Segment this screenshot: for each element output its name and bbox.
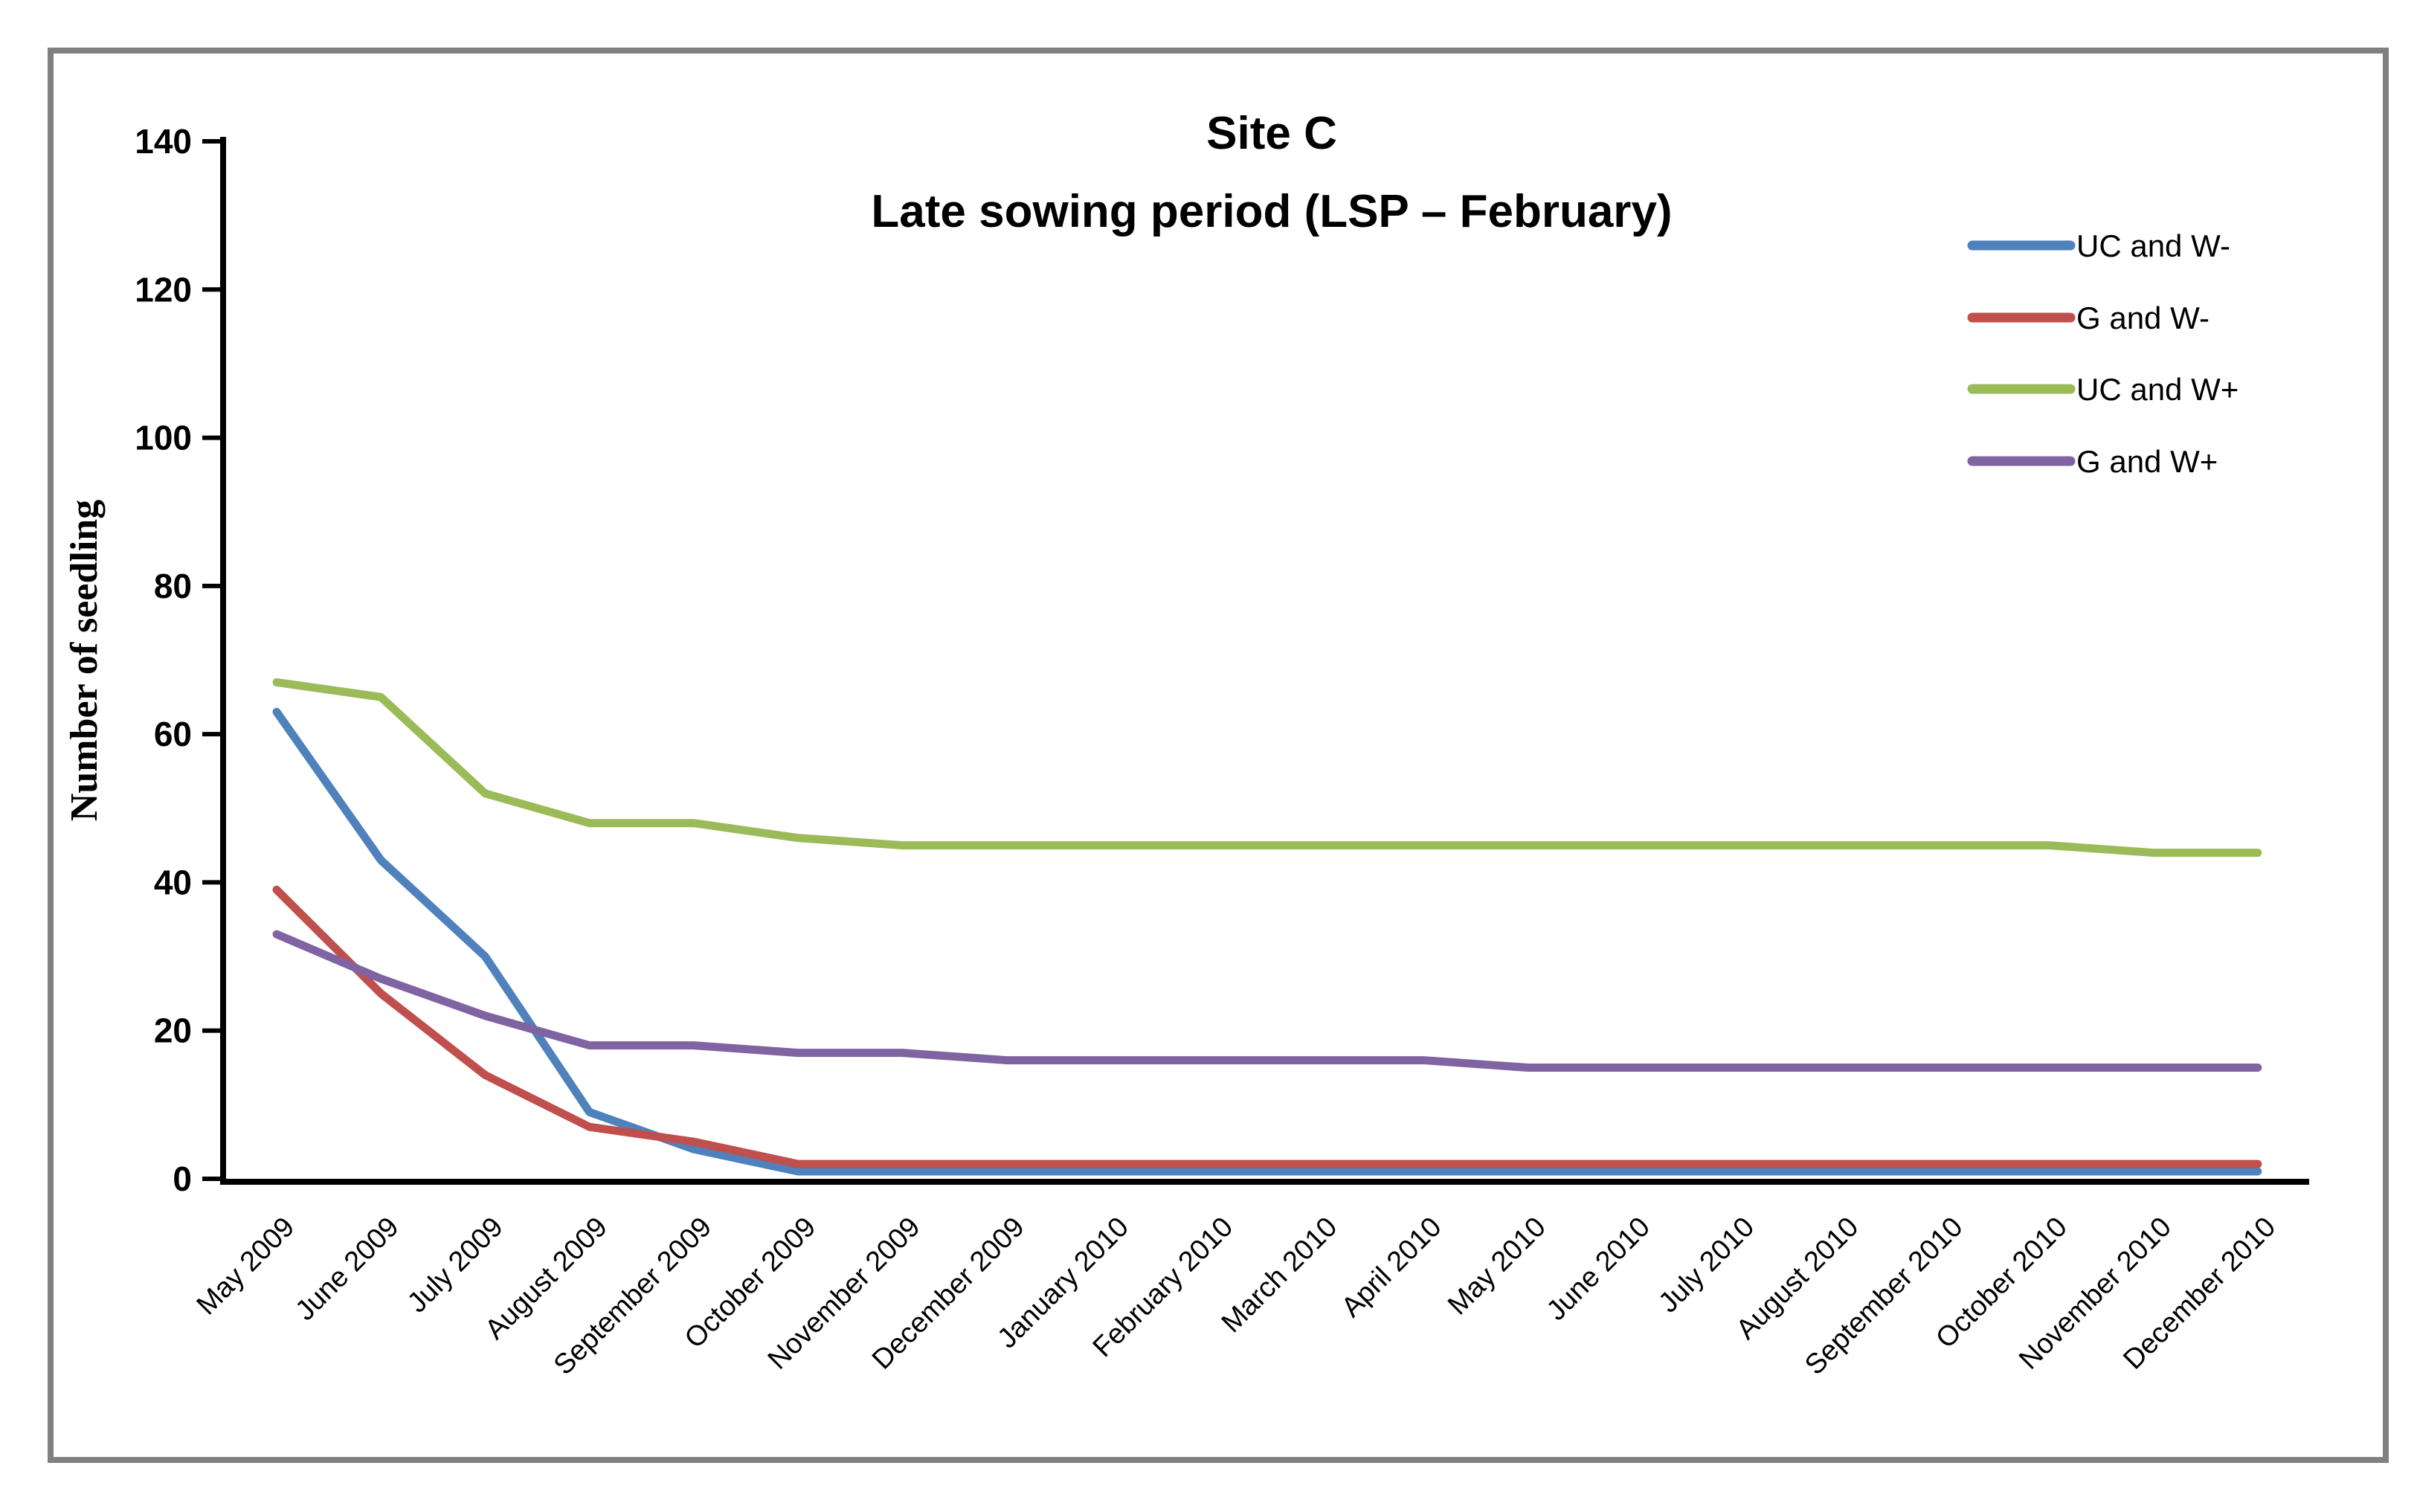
y-tick-label: 40 xyxy=(154,863,192,901)
legend-label-g-and-wplus: G and W+ xyxy=(2076,444,2218,479)
y-axis-ticks: 0 20 40 60 80 100 120 140 xyxy=(135,122,223,1198)
x-tick-label: June 2009 xyxy=(289,1212,405,1327)
y-tick-label: 80 xyxy=(154,567,192,605)
chart-subtitle: Late sowing period (LSP – February) xyxy=(871,186,1672,237)
y-tick-label: 140 xyxy=(135,122,192,161)
legend-label-g-and-wminus: G and W- xyxy=(2076,300,2210,335)
axes xyxy=(220,137,2309,1185)
legend: UC and W- G and W- UC and W+ G and W+ xyxy=(1967,228,2239,479)
series-lines xyxy=(272,678,2262,1176)
chart-title: Site C xyxy=(1206,108,1337,159)
legend-label-uc-and-wminus: UC and W- xyxy=(2076,228,2230,263)
series-line-g-and-wplus xyxy=(272,930,2262,1072)
x-tick-label: July 2009 xyxy=(402,1212,509,1319)
y-tick-label: 120 xyxy=(135,270,192,309)
chart-outer-border xyxy=(48,48,2389,1463)
x-tick-label: June 2010 xyxy=(1541,1212,1656,1327)
legend-label-uc-and-wplus: UC and W+ xyxy=(2076,372,2239,407)
series-line-g-and-wminus xyxy=(272,885,2262,1168)
y-tick-label: 100 xyxy=(135,419,192,457)
y-tick-label: 0 xyxy=(173,1159,192,1198)
series-line-uc-and-wplus xyxy=(272,678,2262,858)
x-tick-label: April 2010 xyxy=(1336,1212,1448,1324)
x-tick-label: May 2010 xyxy=(1442,1212,1552,1322)
y-tick-label: 60 xyxy=(154,715,192,753)
series-line-uc-and-wminus xyxy=(272,707,2262,1176)
x-tick-label: July 2010 xyxy=(1652,1212,1760,1319)
y-tick-label: 20 xyxy=(154,1011,192,1050)
y-axis-title: Number of seedling xyxy=(63,500,106,821)
x-tick-label: May 2009 xyxy=(191,1212,301,1322)
